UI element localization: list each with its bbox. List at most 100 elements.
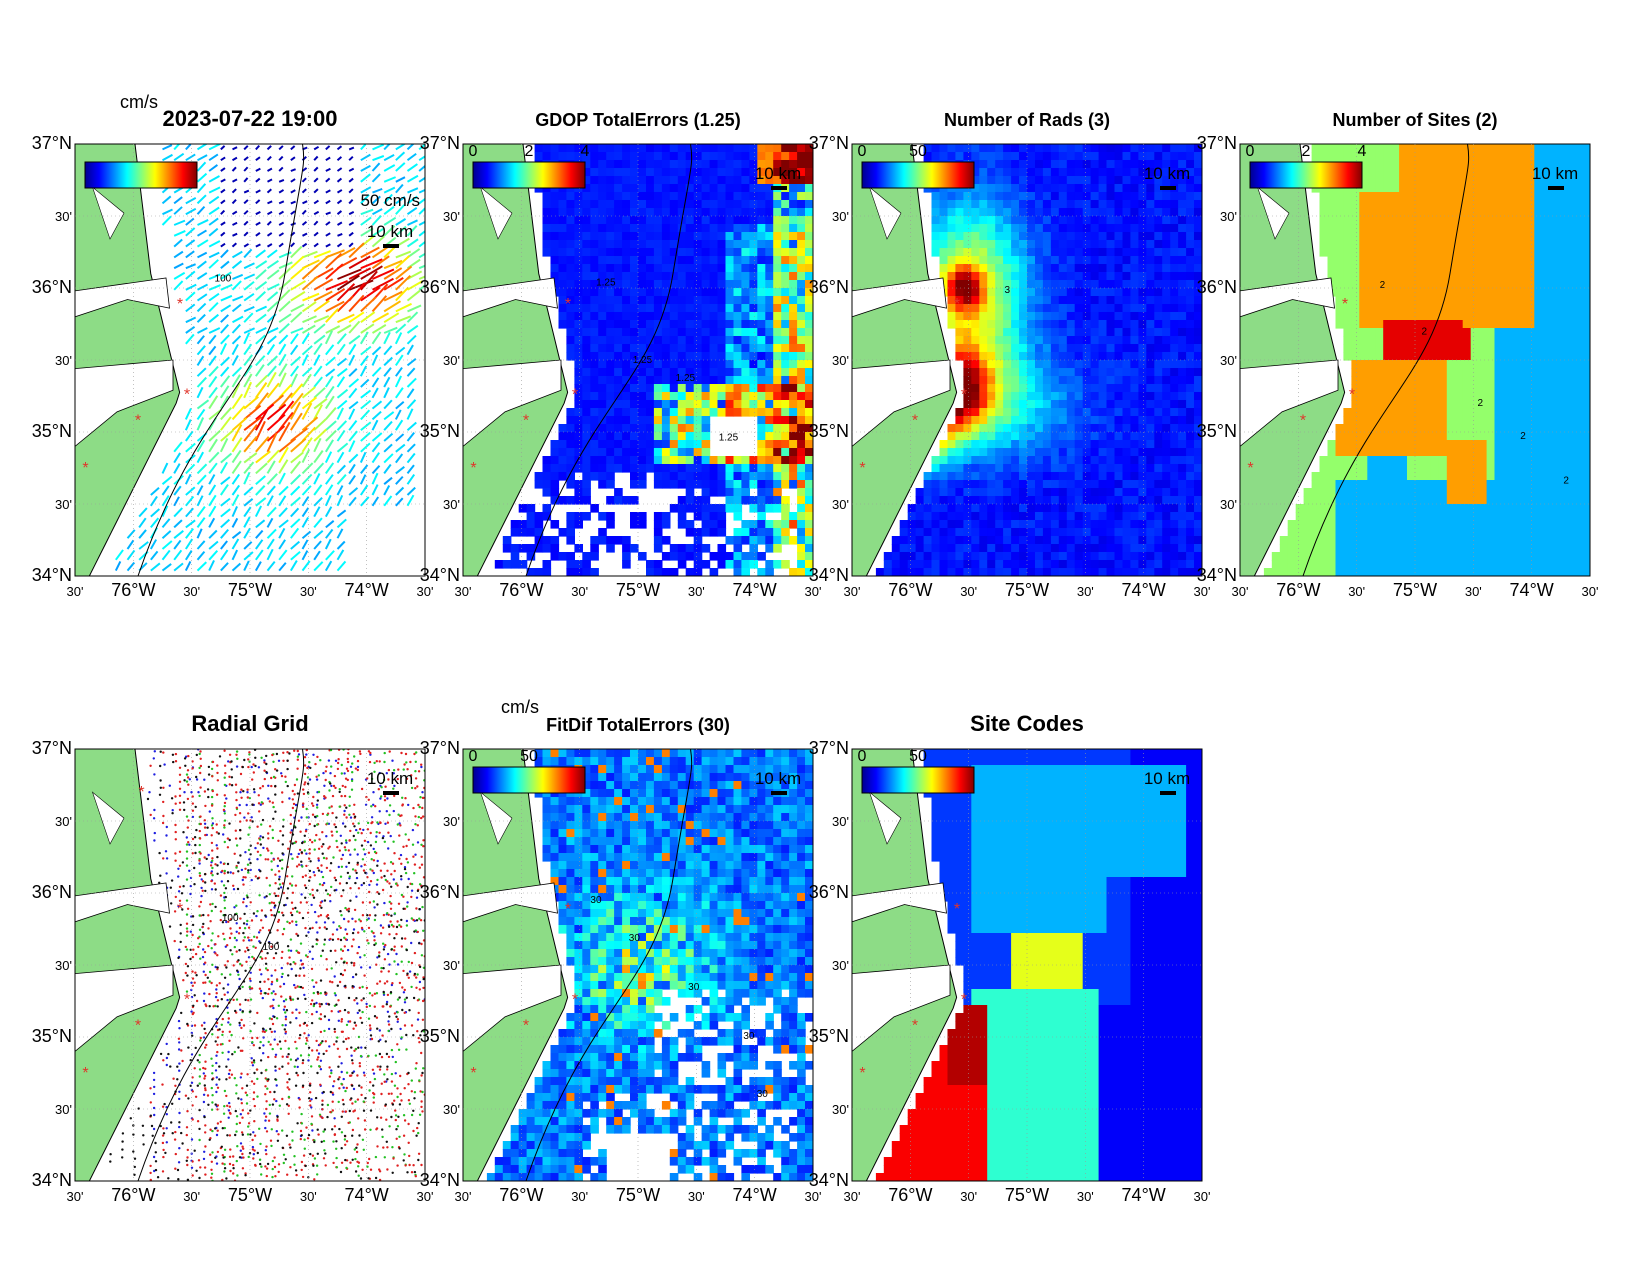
grid-cell [1162,168,1171,177]
grid-cell [1122,352,1132,361]
grid-cell [995,368,1004,377]
grid-cell [685,176,695,185]
current-vector [360,270,378,291]
grid-cell [622,416,631,425]
grid-cell [566,536,575,545]
grid-cell [630,512,639,521]
grid-cell [931,472,941,481]
grid-cell [1186,416,1195,425]
current-vector [313,365,323,377]
grid-cell [781,248,790,257]
grid-cell [661,384,671,393]
grid-cell [653,256,663,265]
grid-cell [630,304,639,313]
grid-cell [1098,152,1108,161]
grid-cell [923,528,933,537]
grid-cell [1130,368,1139,377]
grid-cell [1375,176,1384,185]
grid-cell [1186,560,1195,569]
panel-title: Number of Rads (3) [944,110,1110,130]
grid-cell [1035,232,1044,241]
grid-cell [1162,160,1171,169]
grid-cell [781,176,790,185]
current-vector [278,334,289,345]
grid-cell [701,352,711,361]
grid-cell [1042,216,1052,225]
grid-cell [1114,328,1124,337]
grid-cell [646,200,655,209]
grid-cell [955,328,964,337]
grid-cell [1122,208,1132,217]
grid-cell [598,368,607,377]
grid-cell [1058,552,1068,561]
current-vector [395,255,411,269]
grid-cell [1074,480,1084,489]
grid-cell [971,448,980,457]
grid-cell [955,312,964,321]
grid-cell [550,440,560,449]
current-vector [301,517,309,528]
current-vector [290,280,307,291]
grid-cell [542,504,552,513]
grid-cell [1311,152,1321,161]
grid-cell [947,280,957,289]
current-vector [406,324,419,334]
current-vector [371,419,379,431]
grid-cell [1106,152,1116,161]
grid-cell [717,560,727,569]
grid-cell [915,496,925,505]
current-vector [243,332,251,345]
grid-cell [757,360,766,369]
grid-cell [614,272,623,281]
grid-cell [709,408,719,417]
current-vector [208,206,220,216]
grid-cell [653,208,663,217]
grid-cell [510,528,520,537]
grid-cell [805,416,813,425]
grid-cell [677,512,687,521]
grid-cell [765,448,774,457]
grid-cell [606,208,615,217]
grid-cell [1178,240,1187,249]
grid-cell [598,224,607,233]
grid-cell [773,144,782,153]
grid-cell [1082,456,1092,465]
current-vector [162,208,173,216]
grid-cell [1399,216,1408,225]
grid-cell [1534,160,1543,169]
current-vector [208,365,219,377]
grid-cell [931,568,941,576]
grid-cell [566,480,575,489]
grid-cell [630,328,639,337]
grid-cell [590,176,599,185]
longitude-tick-label: 30' [1077,584,1094,599]
grid-cell [749,408,758,417]
grid-cell [566,248,575,257]
site-marker: * [572,387,578,404]
grid-cell [1194,544,1202,553]
grid-cell [971,544,980,553]
grid-cell [717,328,727,337]
grid-cell [733,552,743,561]
grid-cell [797,416,806,425]
grid-cell [709,328,719,337]
grid-cell [733,344,743,353]
current-vector [290,355,302,367]
grid-cell [638,144,647,153]
grid-cell [1019,392,1028,401]
grid-cell [1003,384,1012,393]
grid-cell [765,192,774,201]
current-vector [325,344,335,356]
grid-cell [1027,328,1036,337]
latitude-tick-label: 30' [832,353,849,368]
grid-cell [1170,320,1179,329]
grid-cell [1019,272,1028,281]
grid-cell [987,424,996,433]
grid-cell [907,568,917,576]
grid-cell [1494,272,1504,281]
grid-cell [1178,272,1187,281]
grid-cell [971,384,980,393]
current-vector [208,355,217,366]
grid-cell [1186,240,1195,249]
grid-cell [630,368,639,377]
